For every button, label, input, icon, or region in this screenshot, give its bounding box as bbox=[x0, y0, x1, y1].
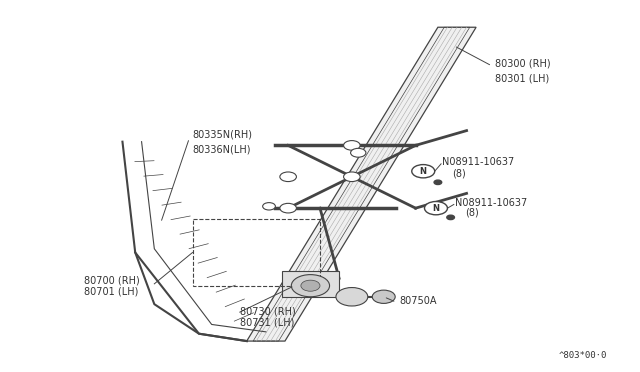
Text: 80336N(LH): 80336N(LH) bbox=[193, 144, 251, 154]
Circle shape bbox=[262, 203, 275, 210]
Text: 80301 (LH): 80301 (LH) bbox=[495, 74, 550, 84]
Text: 80700 (RH): 80700 (RH) bbox=[84, 275, 140, 285]
Text: N: N bbox=[420, 167, 427, 176]
Circle shape bbox=[344, 172, 360, 182]
Text: 80300 (RH): 80300 (RH) bbox=[495, 58, 551, 68]
Text: N: N bbox=[433, 203, 440, 213]
Circle shape bbox=[447, 215, 454, 219]
Text: ^803*00·0: ^803*00·0 bbox=[558, 351, 607, 360]
Bar bbox=[193, 219, 320, 286]
Text: (8): (8) bbox=[452, 168, 467, 178]
Circle shape bbox=[344, 141, 360, 150]
Text: 80731 (LH): 80731 (LH) bbox=[241, 318, 295, 328]
Circle shape bbox=[291, 275, 330, 297]
Text: 80750A: 80750A bbox=[399, 296, 437, 306]
Text: 80730 (RH): 80730 (RH) bbox=[241, 307, 296, 317]
Circle shape bbox=[301, 280, 320, 291]
Bar bbox=[282, 271, 339, 297]
Circle shape bbox=[280, 172, 296, 182]
Circle shape bbox=[372, 290, 395, 304]
Text: (8): (8) bbox=[465, 208, 479, 218]
Circle shape bbox=[412, 164, 435, 178]
Text: 80335N(RH): 80335N(RH) bbox=[193, 129, 253, 139]
Text: N08911-10637: N08911-10637 bbox=[442, 157, 515, 167]
Circle shape bbox=[434, 180, 442, 185]
Text: N08911-10637: N08911-10637 bbox=[455, 198, 527, 208]
Polygon shape bbox=[246, 27, 476, 341]
Circle shape bbox=[351, 148, 366, 157]
Circle shape bbox=[336, 288, 368, 306]
Circle shape bbox=[280, 203, 296, 213]
Circle shape bbox=[424, 202, 447, 215]
Text: 80701 (LH): 80701 (LH) bbox=[84, 286, 139, 296]
